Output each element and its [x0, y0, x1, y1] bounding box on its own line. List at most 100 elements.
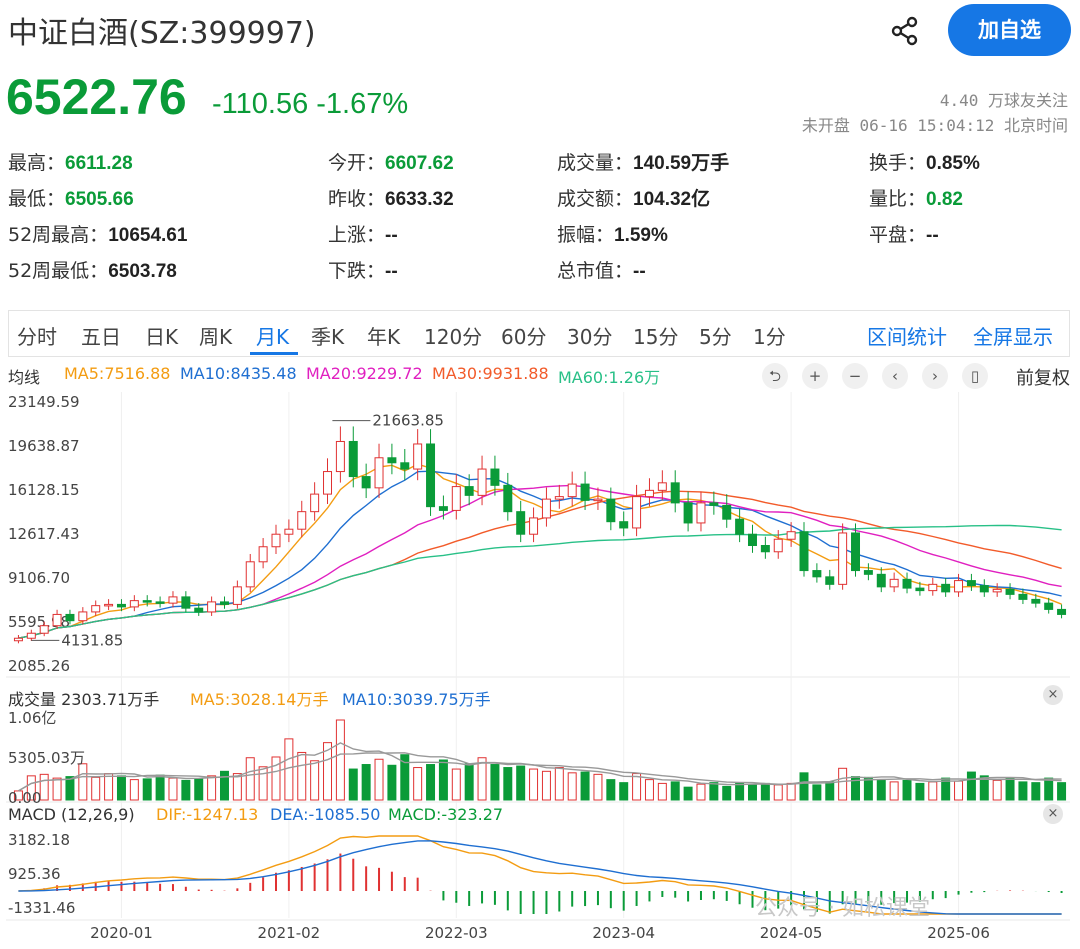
range-stats-button[interactable]: 区间统计	[867, 325, 947, 349]
stat-label: 换手：	[869, 152, 927, 174]
stat-item: 最高：6611.28	[8, 148, 133, 175]
candle	[310, 493, 320, 513]
candle	[1018, 593, 1028, 600]
candle	[644, 489, 654, 498]
candle	[825, 576, 835, 585]
volume-bar	[529, 768, 539, 801]
tab-3[interactable]: 周K	[199, 325, 233, 349]
volume-label: 成交量 2303.71万手	[8, 690, 160, 709]
legend-item: MA10:3039.75万手	[342, 690, 491, 709]
stat-item: 成交量：140.59万手	[557, 148, 729, 175]
tab-11[interactable]: 5分	[699, 325, 732, 349]
macd-axis-label: 925.36	[8, 865, 61, 883]
volume-bar	[245, 757, 255, 801]
candle	[696, 502, 706, 524]
tab-5[interactable]: 季K	[311, 325, 345, 349]
active-tab-indicator	[250, 352, 298, 355]
volume-bar	[722, 785, 732, 801]
tab-7[interactable]: 120分	[424, 325, 483, 349]
volume-bar	[310, 760, 320, 801]
volume-bar	[812, 784, 822, 801]
stat-label: 最高：	[8, 152, 66, 174]
candle	[992, 588, 1002, 593]
tab-12[interactable]: 1分	[753, 325, 786, 349]
stat-value: 104.32亿	[633, 189, 711, 210]
x-axis-label: 2025-06	[927, 924, 990, 942]
volume-bar	[26, 775, 36, 801]
stat-item: 平盘：--	[869, 220, 939, 247]
close-macd-icon[interactable]: ×	[1043, 804, 1063, 824]
volume-bar	[155, 774, 165, 801]
candle	[580, 483, 590, 501]
volume-bar	[387, 764, 397, 801]
stat-value: 10654.61	[108, 225, 188, 246]
legend-item: MA5:3028.14万手	[190, 690, 329, 709]
volume-bar	[992, 779, 1002, 801]
volume-ma-line	[18, 752, 1062, 792]
stat-item: 振幅：1.59%	[557, 220, 668, 247]
stat-item: 今开：6607.62	[328, 148, 454, 175]
volume-bar	[258, 766, 268, 801]
candle	[1005, 588, 1015, 595]
stat-item: 上涨：--	[328, 220, 398, 247]
tab-9[interactable]: 30分	[567, 325, 613, 349]
volume-bar	[232, 773, 242, 801]
candle	[348, 440, 358, 478]
stat-value: --	[385, 225, 398, 246]
volume-bar	[1005, 777, 1015, 801]
zoom-in-icon[interactable]: +	[802, 363, 828, 389]
candle	[91, 605, 101, 613]
fullscreen-button[interactable]: 全屏显示	[973, 325, 1053, 349]
candle	[722, 504, 732, 520]
undo-icon[interactable]: ⮌	[762, 363, 788, 389]
candle	[735, 518, 745, 535]
candle	[503, 484, 513, 513]
stat-value: --	[633, 261, 646, 282]
tab-2[interactable]: 日K	[145, 325, 179, 349]
stat-label: 平盘：	[869, 224, 927, 246]
candle	[387, 457, 397, 464]
candle	[426, 443, 436, 508]
volume-bar	[773, 784, 783, 801]
tab-1[interactable]: 五日	[81, 325, 121, 349]
volume-legend: 成交量 2303.71万手 MA5:3028.14万手 MA10:3039.75万…	[8, 686, 491, 710]
candle-icon[interactable]: ▯	[962, 363, 988, 389]
prev-icon[interactable]: ‹	[882, 363, 908, 389]
zoom-out-icon[interactable]: −	[842, 363, 868, 389]
volume-bar	[747, 784, 757, 801]
macd-axis-label: 3182.18	[8, 831, 70, 849]
volume-bar	[928, 781, 938, 801]
share-icon[interactable]	[888, 14, 922, 48]
volume-bar	[683, 786, 693, 801]
stat-item: 52周最高：10654.61	[8, 220, 187, 247]
tab-4[interactable]: 月K	[256, 325, 290, 349]
candle	[966, 580, 976, 587]
adjust-selector[interactable]: 前复权	[1016, 368, 1070, 389]
add-watchlist-button[interactable]: 加自选	[948, 4, 1071, 56]
stat-label: 总市值：	[557, 260, 634, 282]
volume-bar	[400, 754, 410, 801]
volume-bar	[361, 764, 371, 801]
tab-0[interactable]: 分时	[17, 325, 57, 349]
volume-bar	[297, 751, 307, 801]
volume-bar	[1031, 782, 1041, 801]
legend-item: DIF:-1247.13	[156, 805, 259, 824]
tab-10[interactable]: 15分	[633, 325, 679, 349]
close-volume-icon[interactable]: ×	[1043, 685, 1063, 705]
watermark: 公众号 · 如松课堂	[755, 896, 930, 921]
candle	[194, 607, 204, 613]
candle	[219, 601, 229, 605]
candle	[207, 601, 217, 613]
stock-title: 中证白酒(SZ:399997)	[8, 16, 316, 51]
tab-6[interactable]: 年K	[367, 325, 401, 349]
ma-line-ma10	[18, 470, 1062, 639]
stat-item: 成交额：104.32亿	[557, 184, 710, 211]
candle	[142, 600, 152, 603]
candle	[232, 586, 242, 605]
tab-8[interactable]: 60分	[501, 325, 547, 349]
price-axis-label: 16128.15	[8, 481, 80, 499]
next-icon[interactable]: ›	[922, 363, 948, 389]
candle	[541, 498, 551, 519]
legend-item: DEA:-1085.50	[270, 805, 381, 824]
